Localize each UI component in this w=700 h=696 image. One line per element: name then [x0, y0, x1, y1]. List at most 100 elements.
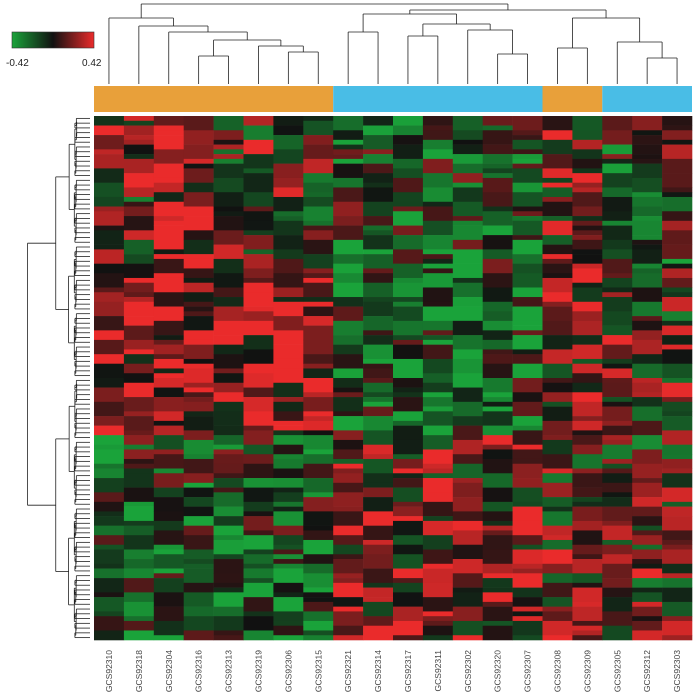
heatmap-cell: [94, 196, 125, 207]
heatmap-cell: [512, 297, 543, 307]
heatmap-cell: [333, 625, 364, 636]
heatmap-cell: [363, 254, 394, 269]
heatmap-cell: [482, 225, 513, 236]
heatmap-cell: [482, 192, 513, 207]
heatmap-cell: [153, 163, 184, 179]
heatmap-cell: [602, 163, 633, 174]
heatmap-cell: [452, 225, 483, 241]
heatmap-cell: [662, 363, 693, 379]
heatmap-cell: [273, 535, 304, 546]
heatmap-cell: [512, 330, 543, 336]
heatmap-cell: [512, 354, 543, 365]
heatmap-cell: [123, 601, 155, 617]
heatmap-cell: [363, 554, 394, 569]
heatmap-cell: [153, 192, 184, 203]
heatmap-cell: [572, 501, 603, 507]
heatmap-cell: [572, 268, 603, 284]
heatmap-cell: [273, 135, 304, 150]
heatmap-cell: [393, 420, 424, 426]
heatmap-cell: [94, 287, 125, 293]
heatmap-cell: [363, 525, 394, 541]
heatmap-cell: [632, 478, 663, 484]
heatmap-cell: [273, 478, 304, 488]
heatmap-cell: [363, 458, 394, 474]
legend-max-label: 0.42: [82, 58, 102, 69]
heatmap-cell: [303, 277, 334, 284]
heatmap-cell: [452, 454, 483, 465]
heatmap-cell: [243, 349, 274, 365]
heatmap-cell: [542, 563, 573, 574]
heatmap-cell: [482, 339, 513, 350]
heatmap-cell: [662, 125, 693, 131]
heatmap-cell: [243, 568, 274, 579]
heatmap-cell: [602, 311, 633, 326]
column-dendrogram: [108, 3, 678, 84]
heatmap-cell: [542, 258, 573, 264]
heatmap-cell: [183, 339, 214, 345]
heatmap-cell: [482, 311, 513, 322]
heatmap-cell: [393, 306, 424, 322]
heatmap-cell: [422, 187, 454, 203]
heatmap-cell: [363, 544, 394, 555]
heatmap-cell: [512, 216, 543, 222]
heatmap-cell: [153, 425, 184, 436]
heatmap-cell: [452, 306, 483, 322]
heatmap-cell: [542, 244, 573, 255]
heatmap-cell: [333, 225, 364, 241]
heatmap-cell: [632, 392, 663, 398]
heatmap-cell: [542, 187, 573, 198]
heatmap-cell: [153, 292, 184, 307]
heatmap-cell: [662, 378, 693, 384]
heatmap-cell: [482, 573, 513, 579]
heatmap-cell: [512, 620, 543, 636]
heatmap-cell: [303, 563, 334, 574]
heatmap-cell: [542, 130, 573, 141]
heatmap-cell: [213, 206, 244, 212]
heatmap-cell: [363, 297, 394, 303]
heatmap-cell: [123, 501, 155, 507]
heatmap-cell: [303, 306, 334, 317]
heatmap-cell: [632, 354, 663, 365]
heatmap-cell: [452, 277, 483, 284]
heatmap-cell: [153, 177, 184, 183]
heatmap-cell: [183, 563, 214, 569]
heatmap-cell: [662, 268, 693, 279]
heatmap-cell: [393, 592, 424, 607]
heatmap-cell: [602, 597, 633, 612]
heatmap-cell: [572, 430, 603, 436]
heatmap-cell: [662, 616, 693, 622]
heatmap-cell: [662, 244, 693, 260]
heatmap-cell: [333, 468, 364, 474]
heatmap-cell: [363, 330, 394, 336]
heatmap-cell: [422, 330, 454, 336]
heatmap-cell: [333, 368, 364, 379]
heatmap-cell: [542, 277, 573, 293]
heatmap-cell: [452, 425, 483, 441]
heatmap-cell: [273, 582, 304, 593]
heatmap-cell: [632, 397, 663, 407]
heatmap-cell: [452, 187, 483, 203]
heatmap-cell: [303, 158, 334, 174]
heatmap-cell: [333, 177, 364, 188]
heatmap-cell: [153, 130, 184, 136]
heatmap-cell: [273, 592, 304, 598]
heatmap-cell: [183, 216, 214, 231]
heatmap-cell: [303, 297, 334, 303]
heatmap-cell: [243, 282, 274, 293]
heatmap-cell: [303, 339, 334, 355]
heatmap-cell: [662, 635, 693, 641]
heatmap-cell: [452, 358, 483, 374]
heatmap-cell: [512, 211, 543, 217]
heatmap-cell: [123, 458, 155, 465]
heatmap-cell: [572, 554, 603, 560]
heatmap-cell: [482, 535, 513, 550]
heatmap-cell: [273, 611, 304, 622]
heatmap-cell: [213, 449, 244, 455]
heatmap-cell: [422, 492, 454, 503]
heatmap-cell: [422, 449, 454, 465]
heatmap-cell: [333, 559, 364, 574]
heatmap-cell: [572, 282, 603, 288]
heatmap-cell: [602, 292, 633, 298]
heatmap-cell: [602, 492, 633, 498]
column-label: GCS92312: [642, 650, 652, 692]
